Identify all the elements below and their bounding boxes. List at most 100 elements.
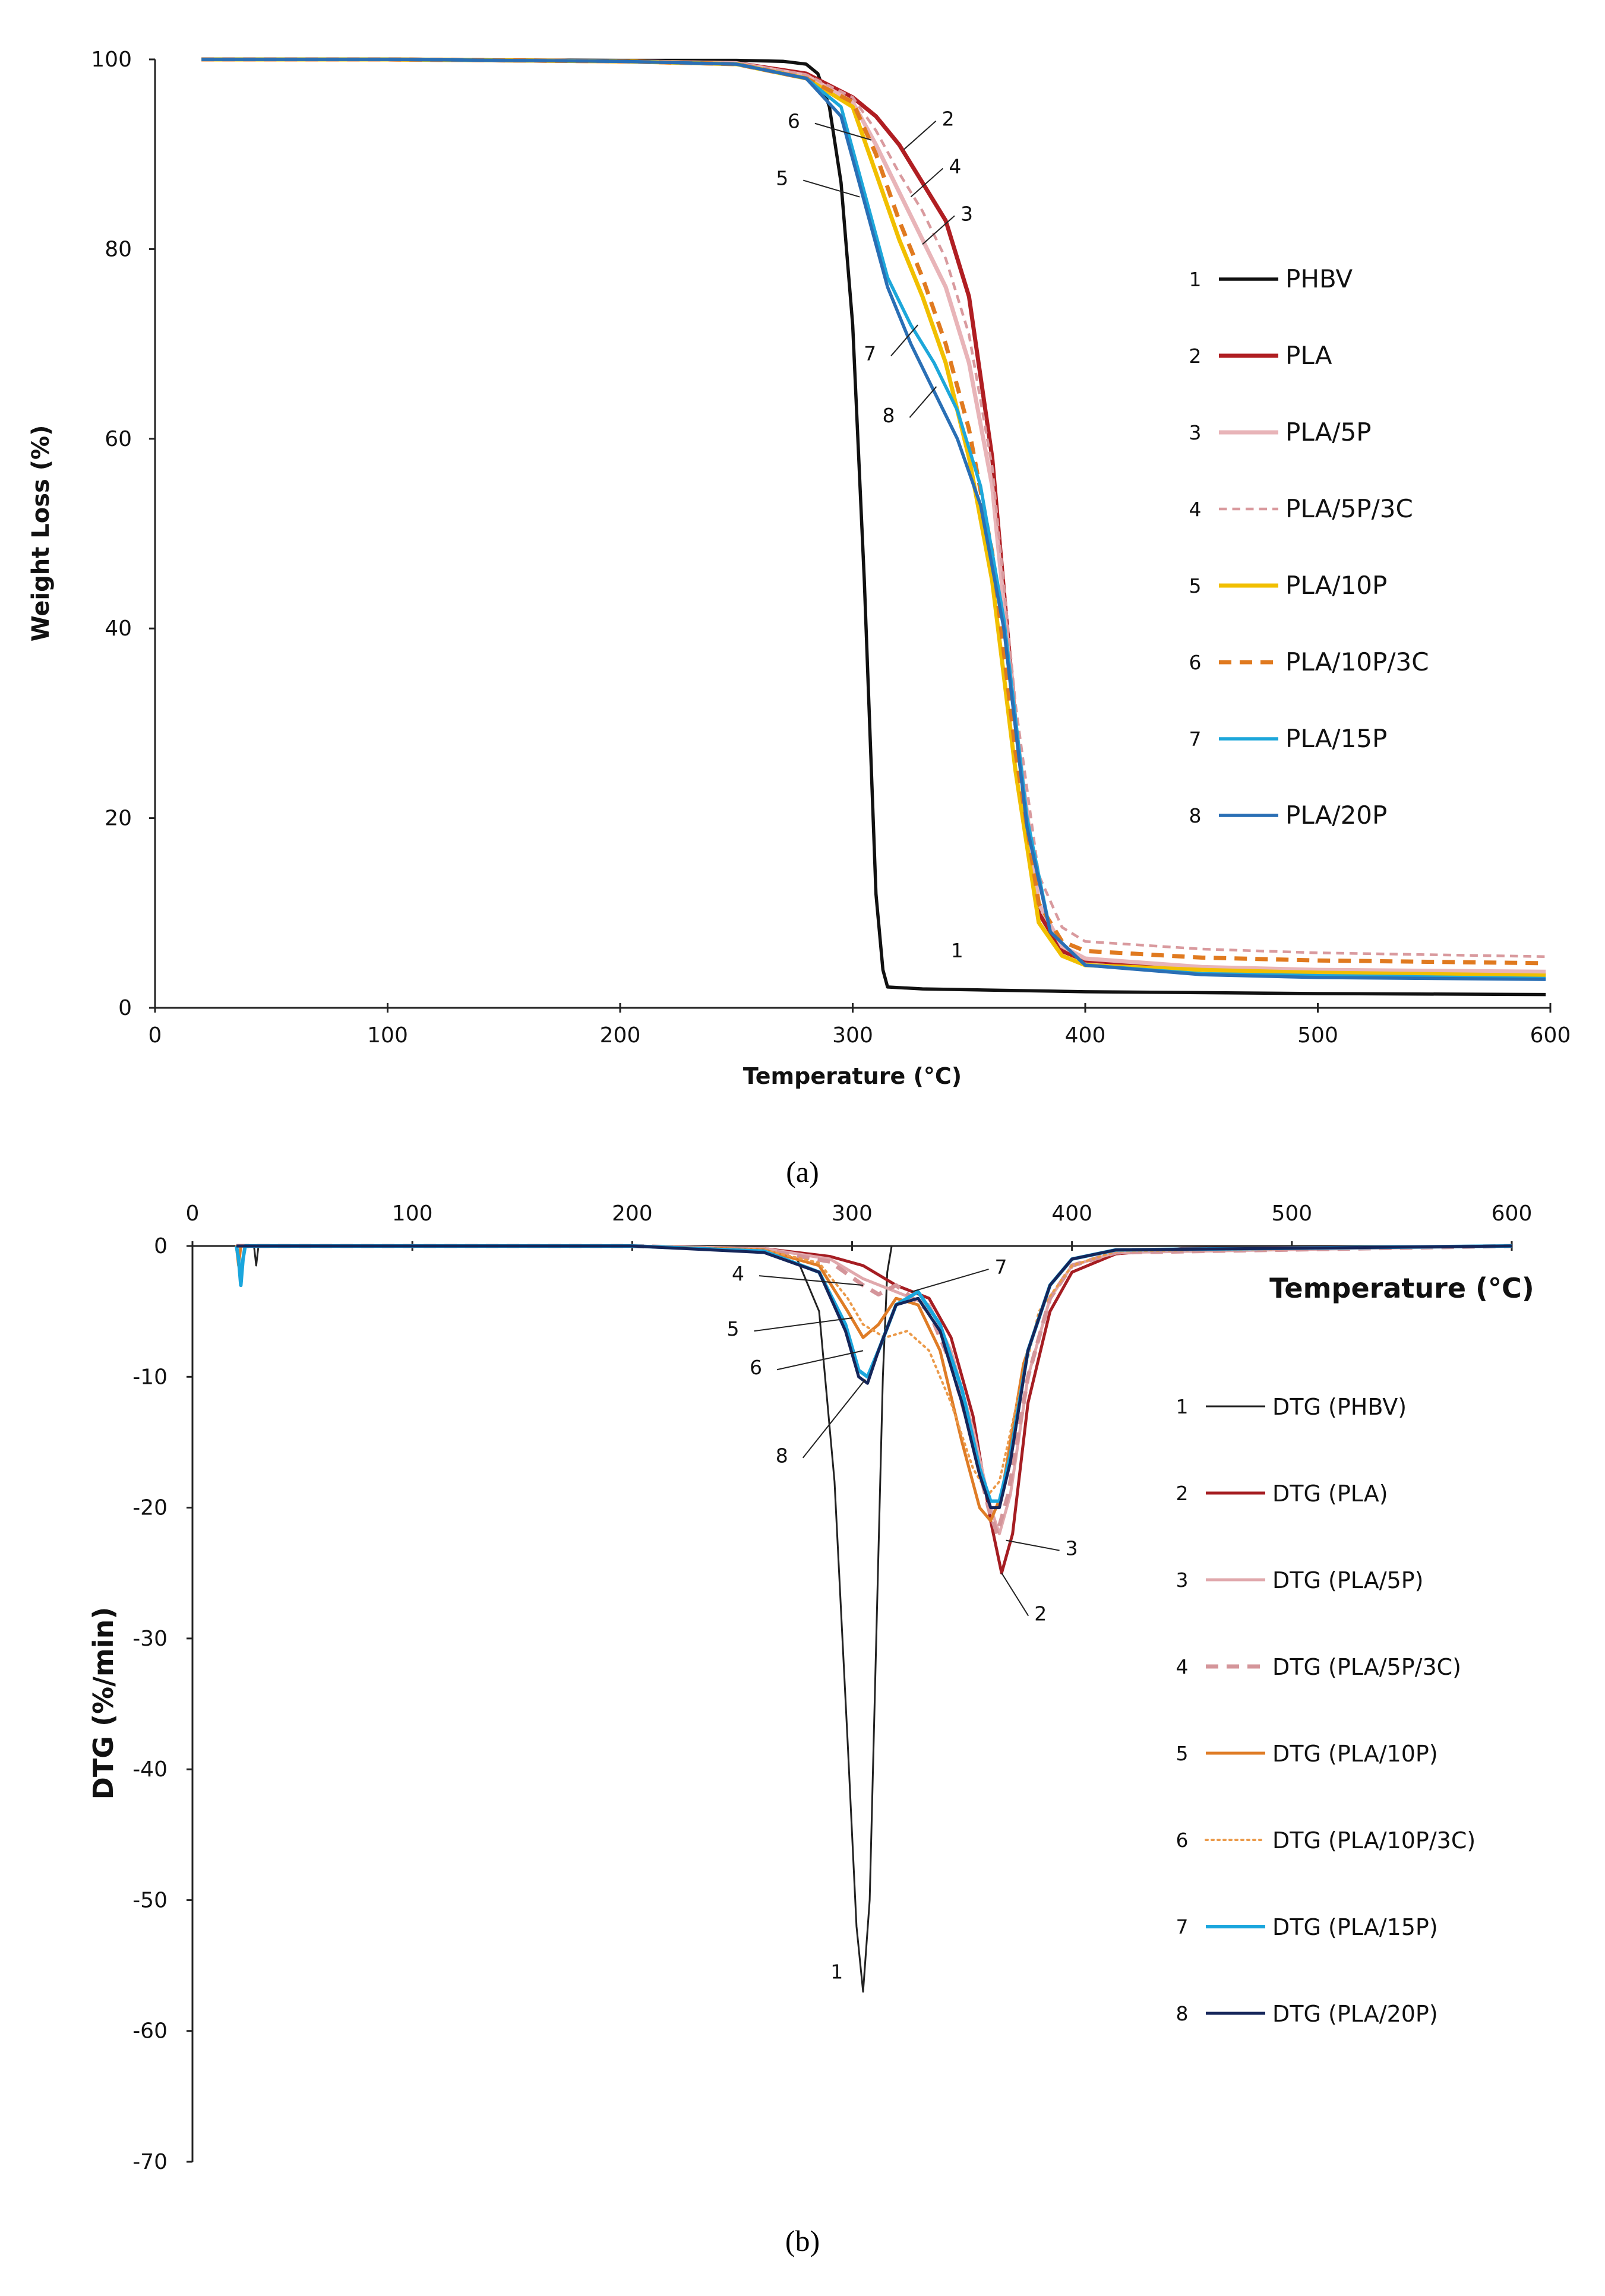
- x-tick-label: 300: [832, 1023, 873, 1048]
- chart-a-y-axis-title: Weight Loss (%): [27, 425, 55, 642]
- callout-number-8: 8: [882, 404, 895, 427]
- chart-a-legend: 1 PHBV 2 PLA 3 PLA/5P 4 PLA/5P/3C 5 PLA/10P 6 PLA/1…: [1189, 264, 1429, 830]
- chart-a-callouts: 1 2 3 4 5 6 7 8: [776, 107, 973, 962]
- chart-b-callouts: 1 2 3 4 56 7 8: [727, 1255, 1078, 1984]
- callout-leader-8: [909, 386, 937, 418]
- legend-label-2: DTG (PLA): [1272, 1481, 1388, 1507]
- legend-label-1: DTG (PHBV): [1272, 1394, 1407, 1420]
- legend-number-4: 4: [1189, 498, 1202, 521]
- callout-leader-4: [910, 167, 944, 198]
- x-tick-label: 100: [392, 1201, 433, 1226]
- y-tick-label: -50: [132, 1888, 168, 1912]
- legend-number-3: 3: [1176, 1568, 1189, 1592]
- series-line-1: [201, 58, 1546, 997]
- y-tick-label: 0: [154, 1234, 168, 1258]
- legend-number-1: 1: [1189, 268, 1202, 291]
- legend-number-3: 3: [1189, 421, 1202, 444]
- x-tick-label: 600: [1530, 1023, 1571, 1048]
- chart-b-ticks: 0 100 200 300 400 500 600 0 -10 -20 -30 -40 -50 -60 -7…: [132, 1201, 1532, 2174]
- legend-label-7: DTG (PLA/15P): [1272, 1914, 1438, 1940]
- x-tick-label: 400: [1051, 1201, 1092, 1226]
- panel-b-label: (b): [785, 2224, 820, 2257]
- x-tick-label: 200: [600, 1023, 641, 1048]
- callout-leader-2: [903, 120, 937, 150]
- callout-number-7: 7: [994, 1255, 1007, 1279]
- callout-number-1: 1: [951, 939, 963, 962]
- callout-leader-6: [776, 1350, 864, 1371]
- legend-label-5: DTG (PLA/10P): [1272, 1741, 1438, 1767]
- legend-label-7: PLA/15P: [1285, 724, 1387, 753]
- x-tick-label: 100: [367, 1023, 408, 1048]
- legend-label-4: PLA/5P/3C: [1285, 494, 1413, 523]
- callout-leader-2: [1001, 1573, 1029, 1617]
- chart-a: 0 100 200 300 400 500 600 0 20 40 60 80 100 Temperat…: [27, 48, 1571, 1089]
- y-tick-label: 20: [105, 807, 132, 831]
- legend-number-8: 8: [1189, 804, 1202, 827]
- legend-number-7: 7: [1189, 728, 1202, 751]
- legend-label-4: DTG (PLA/5P/3C): [1272, 1654, 1461, 1680]
- y-tick-label: 40: [105, 616, 132, 641]
- callout-number-2: 2: [942, 107, 955, 131]
- callout-number-5: 5: [776, 167, 788, 190]
- callout-leader-3: [922, 215, 955, 245]
- legend-label-2: PLA: [1285, 341, 1332, 370]
- chart-a-x-axis-title: Temperature (°C): [743, 1063, 962, 1089]
- callout-leader-7: [911, 1269, 989, 1293]
- chart-b-x-axis-title: Temperature (°C): [1269, 1272, 1534, 1304]
- legend-label-8: DTG (PLA/20P): [1272, 2001, 1438, 2027]
- series-line-6: [201, 57, 1546, 966]
- callout-number-4: 4: [732, 1262, 744, 1285]
- y-tick-label: -70: [132, 2150, 168, 2174]
- legend-number-5: 5: [1189, 574, 1202, 597]
- chart-a-ticks: 0 100 200 300 400 500 600 0 20 40 60 80 100: [91, 48, 1571, 1048]
- legend-number-7: 7: [1176, 1915, 1189, 1938]
- legend-label-3: PLA/5P: [1285, 418, 1372, 447]
- legend-label-6: DTG (PLA/10P/3C): [1272, 1827, 1476, 1854]
- y-tick-label: -10: [132, 1365, 168, 1389]
- legend-label-5: PLA/10P: [1285, 571, 1387, 600]
- legend-number-4: 4: [1176, 1655, 1189, 1678]
- callout-number-2: 2: [1034, 1602, 1047, 1625]
- callout-leader-6: [814, 122, 872, 141]
- legend-label-6: PLA/10P/3C: [1285, 647, 1429, 676]
- legend-number-2: 2: [1189, 344, 1202, 368]
- callout-number-5: 5: [727, 1317, 740, 1340]
- x-tick-label: 400: [1065, 1023, 1106, 1048]
- x-tick-label: 0: [149, 1023, 162, 1048]
- legend-number-1: 1: [1176, 1395, 1189, 1418]
- chart-a-series: [201, 57, 1546, 997]
- legend-number-2: 2: [1176, 1482, 1189, 1505]
- callout-number-6: 6: [788, 110, 800, 133]
- callout-number-3: 3: [961, 202, 973, 225]
- callout-number-3: 3: [1066, 1537, 1078, 1560]
- y-tick-label: 60: [105, 427, 132, 451]
- series-line-8: [201, 58, 1546, 981]
- legend-number-5: 5: [1176, 1742, 1189, 1765]
- x-tick-label: 500: [1271, 1201, 1312, 1226]
- x-tick-label: 0: [186, 1201, 200, 1226]
- callout-leader-7: [890, 324, 918, 356]
- y-tick-label: 80: [105, 237, 132, 261]
- y-tick-label: -30: [132, 1627, 168, 1651]
- legend-number-6: 6: [1176, 1829, 1189, 1852]
- callout-number-8: 8: [776, 1444, 788, 1468]
- callout-number-6: 6: [750, 1356, 762, 1379]
- chart-b: 0 100 200 300 400 500 600 0 -10 -20 -30 -40 -50 -60 -7…: [87, 1201, 1534, 2174]
- legend-label-3: DTG (PLA/5P): [1272, 1567, 1424, 1593]
- callout-number-1: 1: [830, 1960, 843, 1984]
- callout-leader-4: [759, 1275, 864, 1286]
- legend-label-8: PLA/20P: [1285, 801, 1387, 830]
- legend-label-1: PHBV: [1285, 264, 1353, 293]
- legend-number-8: 8: [1176, 2002, 1189, 2025]
- y-tick-label: 100: [91, 48, 132, 72]
- chart-b-y-axis-title: DTG (%/min): [87, 1607, 119, 1800]
- series-line-8: [236, 1244, 1512, 1510]
- legend-number-6: 6: [1189, 651, 1202, 674]
- y-tick-label: -20: [132, 1496, 168, 1520]
- callout-leader-3: [1006, 1539, 1060, 1551]
- y-tick-label: 0: [118, 996, 132, 1020]
- x-tick-label: 500: [1297, 1023, 1338, 1048]
- panel-a-label: (a): [786, 1155, 819, 1188]
- chart-b-legend: 1 DTG (PHBV) 2 DTG (PLA) 3 DTG (PLA/5P) 4 DTG (…: [1176, 1394, 1476, 2027]
